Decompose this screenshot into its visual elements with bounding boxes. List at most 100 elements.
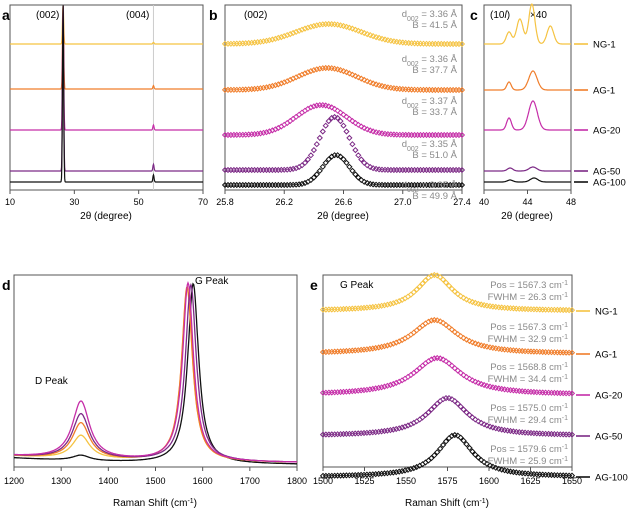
legend-label-top-AG-20: AG-20 <box>593 126 620 137</box>
panel-c-xtick-label: 48 <box>566 197 576 207</box>
panel-e-pos-label: Pos = 1579.6 cm-1 <box>490 444 568 456</box>
panel-e-xtick-label: 1575 <box>437 476 457 486</box>
panel-b-markers-NG-1 <box>221 20 466 48</box>
panel-a-line-NG-1 <box>10 5 203 45</box>
panel-b-xtick-label: 26.2 <box>275 197 293 207</box>
panel-e-fwhm-label: FWHM = 29.4 cm-1 <box>488 415 569 427</box>
panel-a-line-AG-20 <box>10 5 203 131</box>
panel-b-b-label: B = 41.5 Å <box>412 20 457 31</box>
panel-c-annotation-10l: (10l) <box>490 10 510 21</box>
panel-a-line-AG-100 <box>10 5 203 183</box>
panel-b-markers-AG-100 <box>221 152 466 189</box>
panel-b-xtick-label: 26.6 <box>335 197 353 207</box>
panel-a-frame <box>9 4 204 191</box>
legend-label-bottom-AG-20: AG-20 <box>595 391 622 402</box>
panel-d-xtick-label: 1300 <box>51 476 71 486</box>
panel-e-xtick-label: 1600 <box>479 476 499 486</box>
panel-e-markers-AG-100 <box>319 431 576 480</box>
panel-e-xtick-label: 1500 <box>313 476 333 486</box>
panel-d-line-AG-20 <box>14 281 298 463</box>
panel-b-b-label: B = 33.7 Å <box>412 107 457 118</box>
panel-e-markers-NG-1 <box>319 271 576 314</box>
panel-b-d-spacing-label: d002 = 3.37 Å <box>402 96 458 110</box>
panel-e-markers-AG-1 <box>319 316 576 356</box>
panel-c-annotation-x40: ×40 <box>530 10 547 21</box>
panel-label-a: a <box>2 7 10 23</box>
panel-c-line-AG-50 <box>484 166 571 172</box>
panel-b-b-label: B = 51.0 Å <box>412 150 457 161</box>
panel-b-b-label: B = 49.9 Å <box>412 191 457 202</box>
panel-e-xtick-label: 1550 <box>396 476 416 486</box>
panel-e-markers-AG-20 <box>319 354 576 397</box>
legend: NG-1AG-1AG-20AG-50AG-100NG-1AG-1AG-20AG-… <box>574 40 628 484</box>
panel-d-xtick-label: 1400 <box>98 476 118 486</box>
panel-d-xlabel: Raman Shift (cm-1) <box>113 498 197 510</box>
panel-a-plot: 10 30 50 70 <box>5 5 208 207</box>
legend-label-bottom-AG-1: AG-1 <box>595 350 617 361</box>
panel-d-xtick-label: 1600 <box>193 476 213 486</box>
panel-a-xlabel: 2θ (degree) <box>80 211 132 222</box>
legend-label-top-AG-1: AG-1 <box>593 86 615 97</box>
panel-b-markers-AG-1 <box>221 64 466 94</box>
panel-a-xtick-label: 30 <box>69 197 79 207</box>
panel-b-xtick-label: 25.8 <box>216 197 234 207</box>
panel-e-xtick-label: 1625 <box>520 476 540 486</box>
legend-label-top-AG-100: AG-100 <box>593 178 626 189</box>
panel-c-line-AG-1 <box>484 70 571 91</box>
panel-d-xtick-label: 1500 <box>145 476 165 486</box>
panel-e-xtick-label: 1525 <box>354 476 374 486</box>
legend-label-bottom-AG-100: AG-100 <box>595 473 628 484</box>
panel-b-d-spacing-label: d002 = 3.36 Å <box>402 54 458 68</box>
panel-a-annotation-004: (004) <box>126 10 149 21</box>
panel-a-line-AG-50 <box>10 5 203 172</box>
panel-d-line-AG-1 <box>14 285 297 463</box>
panel-b-b-label: B = 37.7 Å <box>412 65 457 76</box>
panel-d-line-AG-50 <box>14 282 298 463</box>
panel-b-xtick-label: 27.4 <box>453 197 471 207</box>
panel-e-fwhm-label: FWHM = 32.9 cm-1 <box>488 334 569 346</box>
panel-b-d-spacing-label: d002 = 3.35 Å <box>402 180 458 194</box>
panel-c-line-AG-20 <box>484 100 571 131</box>
panel-b-xtick-label: 27.0 <box>394 197 412 207</box>
panel-c-line-AG-100 <box>484 177 571 183</box>
panel-e-pos-label: Pos = 1568.8 cm-1 <box>490 362 568 374</box>
panel-b-markers-AG-20 <box>221 101 466 139</box>
panel-e-pos-label: Pos = 1575.0 cm-1 <box>490 403 568 415</box>
panel-e-markers-AG-50 <box>319 394 576 438</box>
panel-d-xtick-label: 1700 <box>240 476 260 486</box>
panel-c-frame <box>483 4 572 191</box>
panel-label-c: c <box>470 7 478 23</box>
panel-a-annotation-002: (002) <box>36 10 59 21</box>
panel-a-line-AG-1 <box>10 5 203 90</box>
panel-d-xtick-label: 1200 <box>4 476 24 486</box>
panel-d-frame <box>13 274 298 468</box>
legend-label-top-AG-50: AG-50 <box>593 167 620 178</box>
panel-e-xtick-label: 1650 <box>562 476 582 486</box>
legend-label-bottom-AG-50: AG-50 <box>595 432 622 443</box>
panel-e-pos-label: Pos = 1567.3 cm-1 <box>490 322 568 334</box>
panel-e-fwhm-label: FWHM = 25.9 cm-1 <box>488 456 569 468</box>
panel-d-annotation-g-peak: G Peak <box>195 276 229 287</box>
panel-c-xlabel: 2θ (degree) <box>501 211 553 222</box>
panel-a-xtick-label: 50 <box>134 197 144 207</box>
panel-c-xtick-label: 44 <box>522 197 532 207</box>
panel-b-markers-AG-50 <box>221 113 466 174</box>
panel-e-annotation-g-peak: G Peak <box>340 280 374 291</box>
panel-e-xlabel: Raman Shift (cm-1) <box>405 498 489 510</box>
panel-d-plot: 1200 1300 1400 1500 1600 1700 1800 <box>4 281 307 486</box>
panel-b-xlabel: 2θ (degree) <box>317 211 369 222</box>
panel-b-d-spacing-label: d002 = 3.35 Å <box>402 139 458 153</box>
panel-e-fwhm-label: FWHM = 26.3 cm-1 <box>488 292 569 304</box>
panel-d-xtick-label: 1800 <box>287 476 307 486</box>
panel-label-e: e <box>310 277 318 293</box>
panel-d-annotation-d-peak: D Peak <box>35 376 69 387</box>
panel-e-pos-label: Pos = 1567.3 cm-1 <box>490 280 568 292</box>
panel-label-b: b <box>209 7 218 23</box>
panel-b-d-spacing-label: d002 = 3.36 Å <box>402 9 458 23</box>
legend-label-top-NG-1: NG-1 <box>593 40 616 51</box>
panel-a-xtick-label: 10 <box>5 197 15 207</box>
panel-a-xtick-label: 70 <box>198 197 208 207</box>
panel-c-line-NG-1 <box>484 3 571 45</box>
